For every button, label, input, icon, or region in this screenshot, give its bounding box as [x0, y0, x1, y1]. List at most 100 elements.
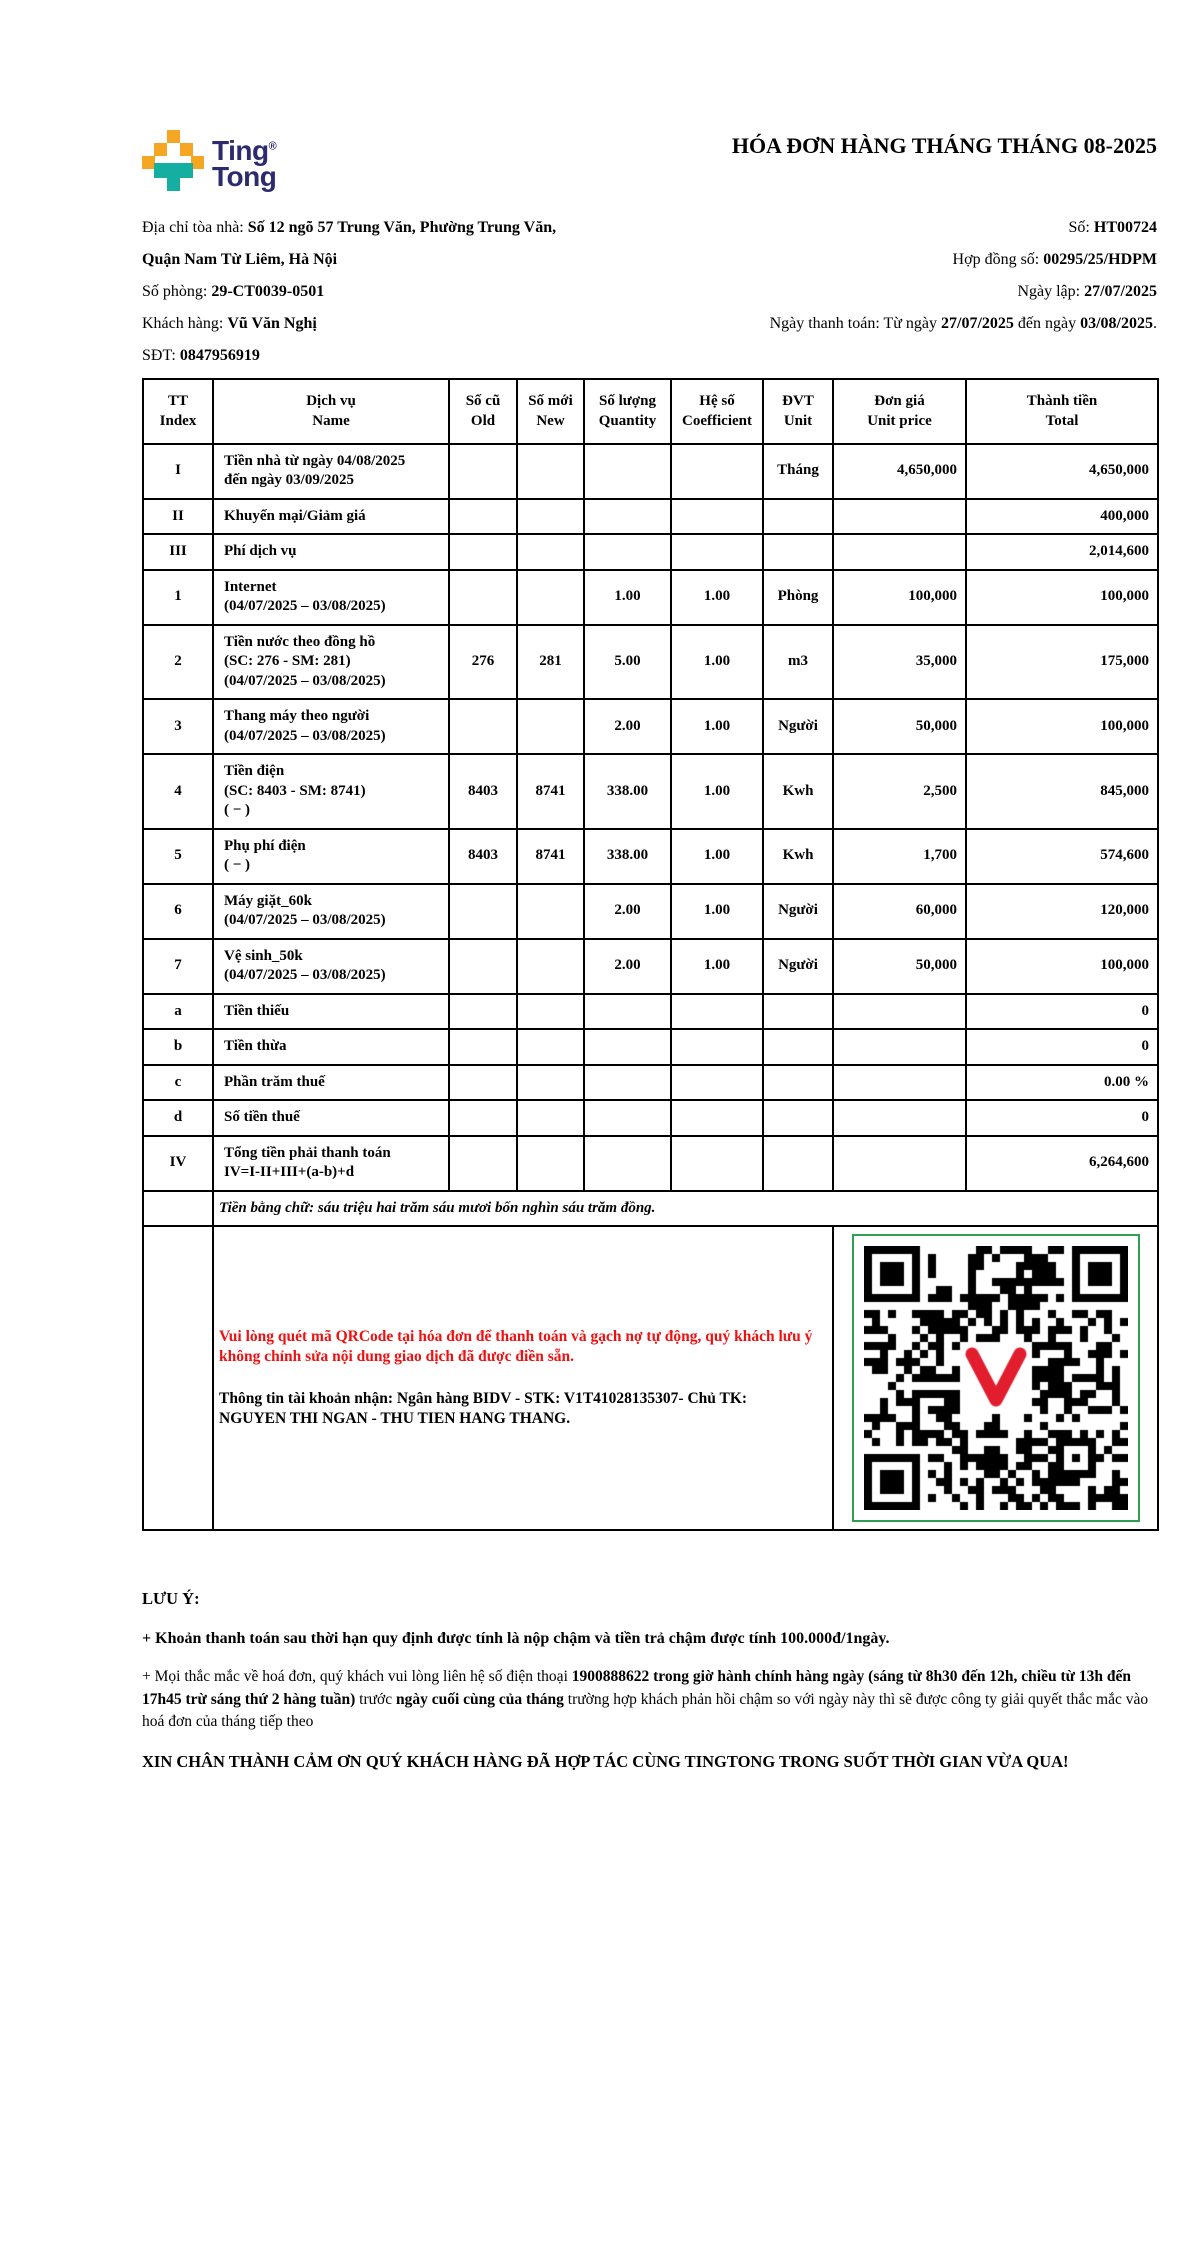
- cell-old-reading: [448, 442, 518, 500]
- cell-index: 1: [142, 568, 214, 626]
- cell-unit: Người: [762, 882, 834, 940]
- cell-old-reading: 8403: [448, 753, 518, 830]
- cell-old-reading: [448, 1099, 518, 1137]
- cell-total: 100,000: [965, 937, 1159, 995]
- cell-unit-price: [832, 497, 967, 535]
- cell-unit-price: 50,000: [832, 698, 967, 755]
- cell-index: 5: [142, 827, 214, 885]
- cell-index: III: [142, 533, 214, 571]
- col-header-name: Dịch vụ Name: [212, 378, 450, 445]
- cell-new-reading: [516, 568, 585, 626]
- cell-old-reading: [448, 1134, 518, 1192]
- cell-total: 6,264,600: [965, 1134, 1159, 1192]
- cell-unit: Người: [762, 937, 834, 995]
- col-header-new: Số mới New: [516, 378, 585, 445]
- cell-total: 100,000: [965, 568, 1159, 626]
- service-name-line: Tiền điện: [224, 763, 285, 779]
- table-row: b Tiền thừa 0: [142, 1028, 1159, 1066]
- cell-unit-price: 2,500: [832, 753, 967, 830]
- table-row: 4 Tiền điện (SC: 8403 - SM: 8741) ( − ) 8403…: [142, 753, 1159, 830]
- service-name-cell: Tiền điện (SC: 8403 - SM: 8741) ( − ): [212, 753, 450, 830]
- service-name-line: (04/07/2025 – 03/08/2025): [224, 912, 386, 928]
- cell-total: 845,000: [965, 753, 1159, 830]
- service-name-cell: Phí dịch vụ: [212, 533, 450, 571]
- service-table-extra: Tiền bằng chữ: sáu triệu hai trăm sáu mư…: [142, 1189, 1159, 1531]
- cell-total: 120,000: [965, 882, 1159, 940]
- cell-old-reading: [448, 882, 518, 940]
- cell-unit-price: [832, 1028, 967, 1066]
- cell-coefficient: [670, 497, 764, 535]
- service-name-line: Tiền nước theo đồng hồ: [224, 633, 376, 650]
- amount-in-words-cell: Tiền bằng chữ: sáu triệu hai trăm sáu mư…: [212, 1189, 1159, 1227]
- cell-unit: m3: [762, 623, 834, 700]
- building-address-line1: Địa chỉ tòa nhà: Số 12 ngõ 57 Trung Văn,…: [142, 219, 557, 236]
- cell-quantity: 2.00: [583, 698, 672, 755]
- table-row: I Tiền nhà từ ngày 04/08/2025 đến ngày 03/…: [142, 442, 1159, 500]
- cell-unit: [762, 1134, 834, 1192]
- cell-unit-price: [832, 1134, 967, 1192]
- cell-coefficient: 1.00: [670, 623, 764, 700]
- cell-quantity: 338.00: [583, 827, 672, 885]
- service-name-line: ( − ): [224, 802, 251, 818]
- service-name-line: IV=I-II+III+(a-b)+d: [224, 1164, 355, 1180]
- cell-quantity: 1.00: [583, 568, 672, 626]
- cell-quantity: 2.00: [583, 882, 672, 940]
- service-name-line: Tiền thừa: [224, 1038, 287, 1054]
- cell-total: 0: [965, 992, 1159, 1030]
- service-name-line: Khuyến mại/Giảm giá: [224, 507, 366, 524]
- cell-quantity: [583, 1099, 672, 1137]
- service-name-cell: Internet (04/07/2025 – 03/08/2025): [212, 568, 450, 626]
- cell-coefficient: [670, 1063, 764, 1101]
- info-row: Địa chỉ tòa nhà: Số 12 ngõ 57 Trung Văn,…: [142, 218, 1157, 238]
- cell-new-reading: [516, 533, 585, 571]
- cell-quantity: [583, 497, 672, 535]
- cell-unit: Phòng: [762, 568, 834, 626]
- cell-old-reading: [448, 992, 518, 1030]
- cell-quantity: 5.00: [583, 623, 672, 700]
- table-row: III Phí dịch vụ 2,014,600: [142, 533, 1159, 571]
- thank-you-message: XIN CHÂN THÀNH CẢM ƠN QUÝ KHÁCH HÀNG ĐÃ …: [142, 1751, 1069, 1771]
- cell-new-reading: [516, 497, 585, 535]
- info-row: Khách hàng: Vũ Văn Nghị Ngày thanh toán:…: [142, 314, 1157, 334]
- service-name-cell: Tiền nước theo đồng hồ (SC: 276 - SM: 281…: [212, 623, 450, 700]
- cell-total: 175,000: [965, 623, 1159, 700]
- cell-new-reading: 8741: [516, 827, 585, 885]
- cell-index: 2: [142, 623, 214, 700]
- cell-index: d: [142, 1099, 214, 1137]
- table-row: d Số tiền thuế 0: [142, 1099, 1159, 1137]
- cell-index: 7: [142, 937, 214, 995]
- qr-scan-notice: Vui lòng quét mã QRCode tại hóa đơn để t…: [219, 1327, 813, 1365]
- cell-coefficient: [670, 992, 764, 1030]
- cell-index: c: [142, 1063, 214, 1101]
- qr-frame: [851, 1234, 1140, 1522]
- cell-new-reading: [516, 1099, 585, 1137]
- service-name-cell: Tiền thừa: [212, 1028, 450, 1066]
- cell-unit: Tháng: [762, 442, 834, 500]
- service-name-line: Phí dịch vụ: [224, 543, 297, 559]
- col-header-coeff: Hệ số Coefficient: [670, 378, 764, 445]
- service-name-cell: Máy giặt_60k (04/07/2025 – 03/08/2025): [212, 882, 450, 940]
- registered-mark: ®: [268, 140, 277, 153]
- cell-unit: [762, 992, 834, 1030]
- service-name-line: Phụ phí điện: [224, 837, 306, 854]
- cell-unit: Người: [762, 698, 834, 755]
- service-name-line: Tiền nhà từ ngày 04/08/2025: [224, 452, 406, 469]
- cell-quantity: [583, 992, 672, 1030]
- cell-index: II: [142, 497, 214, 535]
- invoice-page: Ting® Tong HÓA ĐƠN HÀNG THÁNG THÁNG 08-2…: [142, 130, 1159, 1771]
- service-name-line: (04/07/2025 – 03/08/2025): [224, 967, 386, 983]
- cell-coefficient: [670, 1099, 764, 1137]
- cell-index: b: [142, 1028, 214, 1066]
- service-table: TT Index Dịch vụ Name Số cũ Old Số mới New S…: [142, 378, 1159, 1531]
- cell-unit-price: 35,000: [832, 623, 967, 700]
- cell-new-reading: [516, 698, 585, 755]
- cell-old-reading: [448, 497, 518, 535]
- table-row: a Tiền thiếu 0: [142, 992, 1159, 1030]
- service-table-body: I Tiền nhà từ ngày 04/08/2025 đến ngày 03/…: [142, 442, 1159, 1192]
- cell-index: 6: [142, 882, 214, 940]
- hotline-note: + Mọi thắc mắc về hoá đơn, quý khách vui…: [142, 1668, 1149, 1731]
- late-payment-note: + Khoản thanh toán sau thời hạn quy định…: [142, 1629, 890, 1647]
- service-name-line: (04/07/2025 – 03/08/2025): [224, 672, 386, 689]
- cell-new-reading: [516, 1028, 585, 1066]
- col-header-index: TT Index: [142, 378, 214, 445]
